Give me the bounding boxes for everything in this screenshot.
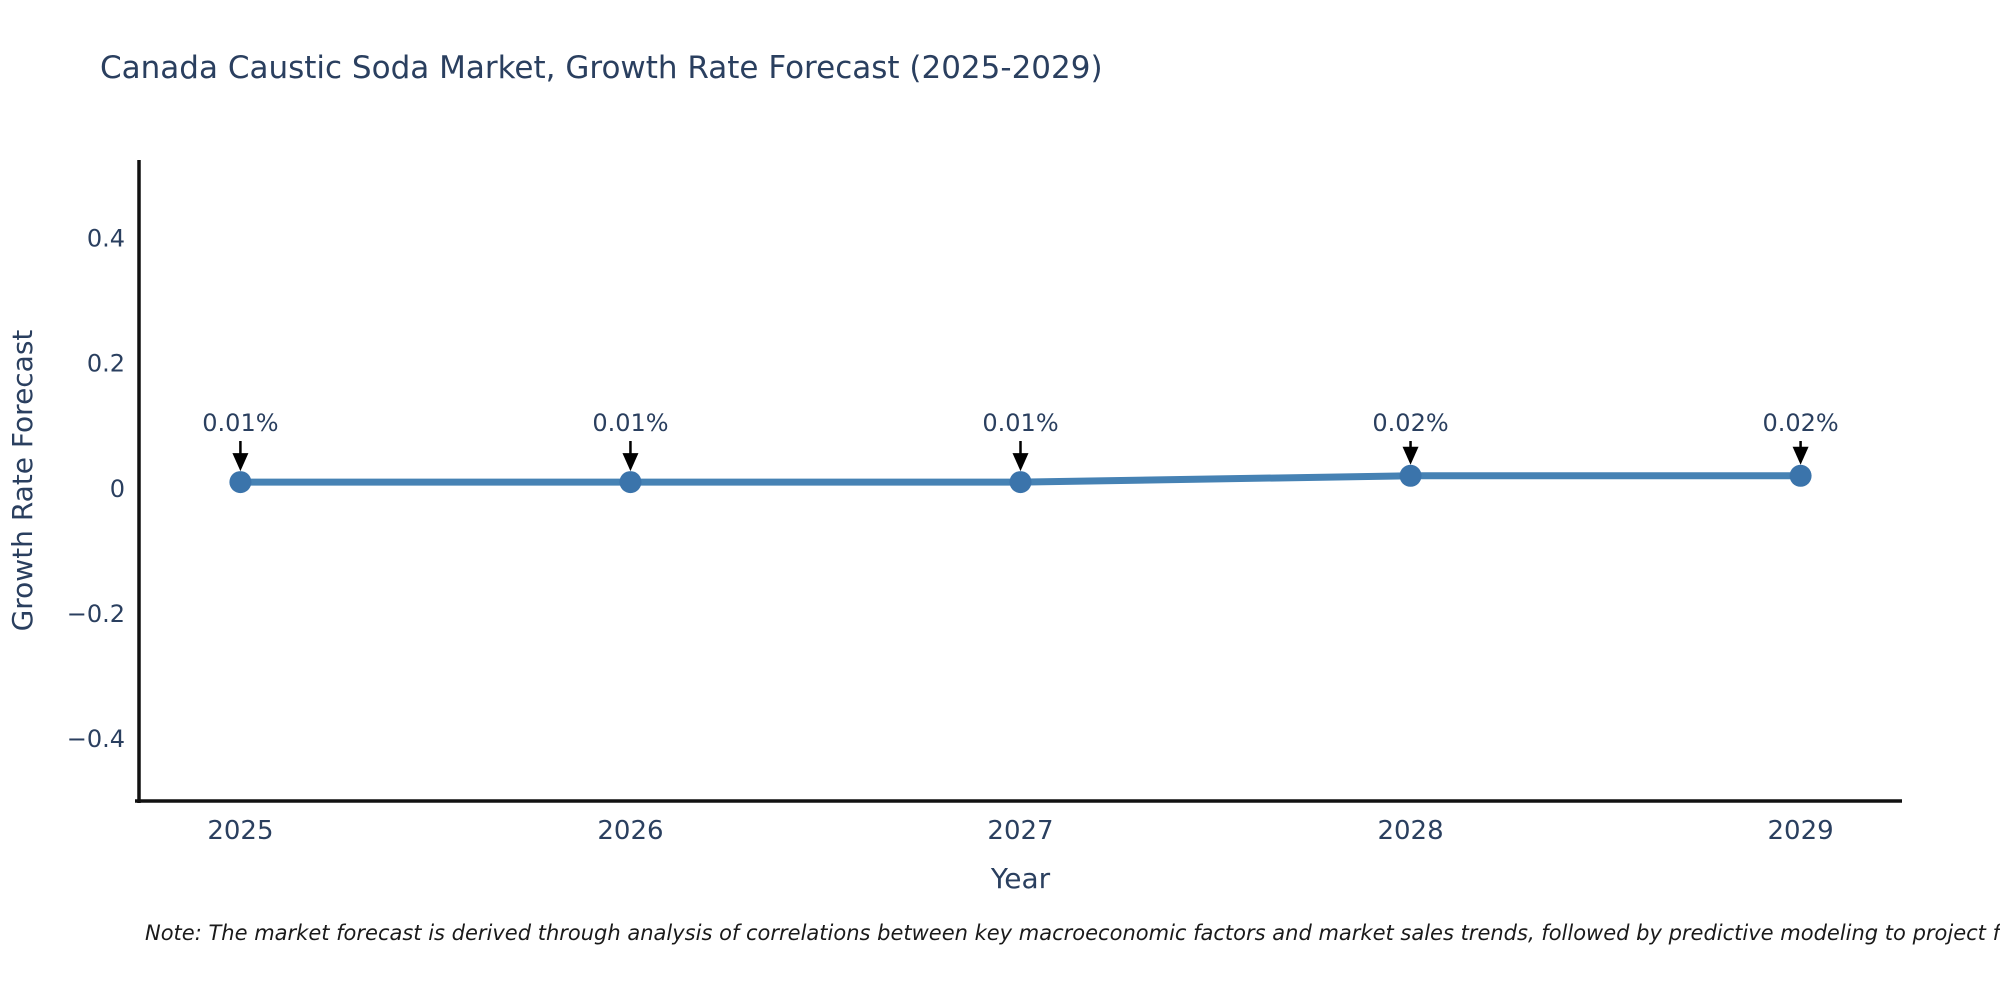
data-point-marker bbox=[229, 471, 252, 494]
point-value-label: 0.01% bbox=[982, 409, 1058, 437]
footnote: Note: The market forecast is derived thr… bbox=[145, 921, 2000, 945]
annotation-arrowhead-icon bbox=[232, 453, 249, 472]
y-tick-label: −0.2 bbox=[67, 600, 125, 628]
y-tick-label: −0.4 bbox=[67, 725, 125, 753]
x-tick-label: 2027 bbox=[987, 816, 1053, 846]
x-tick-label: 2028 bbox=[1377, 816, 1443, 846]
annotation-arrowhead-icon bbox=[1792, 446, 1809, 465]
x-tick-label: 2025 bbox=[207, 816, 273, 846]
x-tick-label: 2029 bbox=[1768, 816, 1834, 846]
y-tick-label: 0.2 bbox=[87, 350, 125, 378]
data-point-marker bbox=[1399, 464, 1422, 487]
point-value-label: 0.02% bbox=[1372, 409, 1448, 437]
chart-title: Canada Caustic Soda Market, Growth Rate … bbox=[100, 50, 1103, 86]
x-axis-title: Year bbox=[990, 862, 1051, 895]
data-point-marker bbox=[1789, 464, 1812, 487]
y-axis-title: Growth Rate Forecast bbox=[6, 330, 39, 632]
annotation-arrowhead-icon bbox=[1012, 453, 1029, 472]
annotation-arrowhead-icon bbox=[1402, 446, 1419, 465]
x-tick-label: 2026 bbox=[597, 816, 663, 846]
data-point-marker bbox=[619, 471, 642, 494]
data-point-marker bbox=[1009, 471, 1032, 494]
point-value-label: 0.01% bbox=[592, 409, 668, 437]
annotation-arrowhead-icon bbox=[622, 453, 639, 472]
y-tick-label: 0.4 bbox=[87, 225, 125, 253]
point-value-label: 0.02% bbox=[1762, 409, 1838, 437]
y-tick-label: 0 bbox=[110, 475, 125, 503]
point-value-label: 0.01% bbox=[202, 409, 278, 437]
